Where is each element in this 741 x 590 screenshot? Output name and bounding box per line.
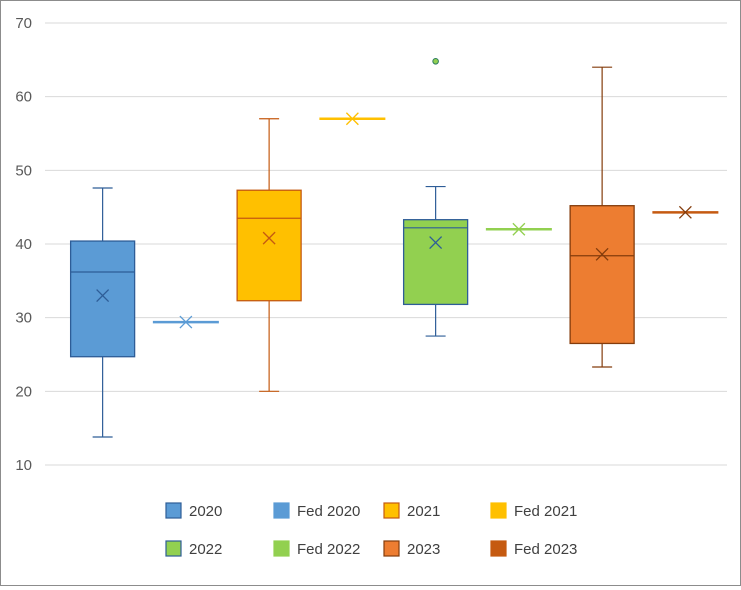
mean-marker-2022-stroke-b — [429, 236, 443, 249]
y-tick-label-20: 20 — [15, 383, 32, 400]
legend-label-2020: 2020 — [189, 503, 222, 520]
series-2022 — [402, 58, 469, 337]
y-tick-label-30: 30 — [15, 310, 32, 327]
single-marker-fed-2021 — [345, 112, 359, 126]
series-fed-2020 — [152, 315, 219, 329]
y-axis-ticks: 10 20 30 40 50 60 70 — [15, 15, 32, 474]
box-2022 — [402, 219, 469, 306]
legend-item-fed-2020: Fed 2020 — [273, 502, 360, 520]
legend-item-fed-2021: Fed 2021 — [490, 502, 577, 520]
y-tick-label-70: 70 — [15, 15, 32, 32]
single-marker-fed-2020 — [179, 315, 193, 329]
y-tick-label-60: 60 — [15, 89, 32, 106]
outlier-2022-0 — [432, 58, 439, 65]
legend-label-fed-2023: Fed 2023 — [514, 541, 577, 558]
mean-marker-2023 — [595, 247, 609, 261]
legend-swatch-fed-2022 — [273, 540, 290, 557]
legend-item-2021: 2021 — [383, 502, 440, 520]
series-2023 — [569, 66, 635, 368]
single-marker-fed-2022 — [512, 222, 526, 236]
legend-label-fed-2021: Fed 2021 — [514, 503, 577, 520]
mean-marker-2020 — [96, 289, 110, 303]
legend-label-2023: 2023 — [407, 541, 440, 558]
legend-swatch-fed-2023 — [490, 540, 507, 557]
mean-marker-2020-stroke-b — [96, 289, 110, 303]
legend-swatch-fed-2021 — [490, 502, 507, 519]
mean-marker-2021-stroke-b — [262, 231, 276, 245]
single-marker-fed-2021-stroke-b — [345, 112, 359, 126]
legend-item-2023: 2023 — [383, 540, 440, 558]
legend-label-fed-2020: Fed 2020 — [297, 503, 360, 520]
single-marker-fed-2020-stroke-b — [179, 315, 193, 329]
legend-label-2021: 2021 — [407, 503, 440, 520]
mean-marker-2023-stroke-b — [595, 247, 609, 261]
legend-swatch-2021 — [383, 502, 400, 519]
series-2020 — [69, 187, 136, 438]
legend-swatch-fed-2020 — [273, 502, 290, 519]
legend-label-fed-2022: Fed 2022 — [297, 541, 360, 558]
series-fed-2021 — [319, 112, 386, 126]
gridlines — [45, 22, 727, 466]
legend-item-2020: 2020 — [165, 502, 222, 520]
plot-area — [69, 58, 719, 438]
legend-swatch-2022 — [165, 540, 182, 557]
series-fed-2022 — [485, 222, 552, 236]
box-2021 — [236, 189, 302, 302]
single-marker-fed-2023-stroke-b — [678, 205, 692, 219]
series-2021 — [236, 118, 302, 392]
legend-item-fed-2022: Fed 2022 — [273, 540, 360, 558]
single-marker-fed-2022-stroke-b — [512, 222, 526, 236]
single-marker-fed-2023 — [678, 205, 692, 219]
legend-item-fed-2023: Fed 2023 — [490, 540, 577, 558]
legend-swatch-2020 — [165, 502, 182, 519]
y-tick-label-40: 40 — [15, 236, 32, 253]
mean-marker-2021 — [262, 231, 276, 245]
mean-marker-2022 — [429, 236, 443, 249]
y-tick-label-10: 10 — [15, 457, 32, 474]
legend-swatch-2023 — [383, 540, 400, 557]
box-2023 — [569, 205, 635, 345]
legend-label-2022: 2022 — [189, 541, 222, 558]
legend-item-2022: 2022 — [165, 540, 222, 558]
series-fed-2023 — [652, 205, 719, 219]
box-2020 — [69, 240, 136, 358]
y-tick-label-50: 50 — [15, 162, 32, 179]
legend: 2020 Fed 2020 2021 Fed 2021 2022 Fed 2022 2023… — [165, 502, 577, 558]
